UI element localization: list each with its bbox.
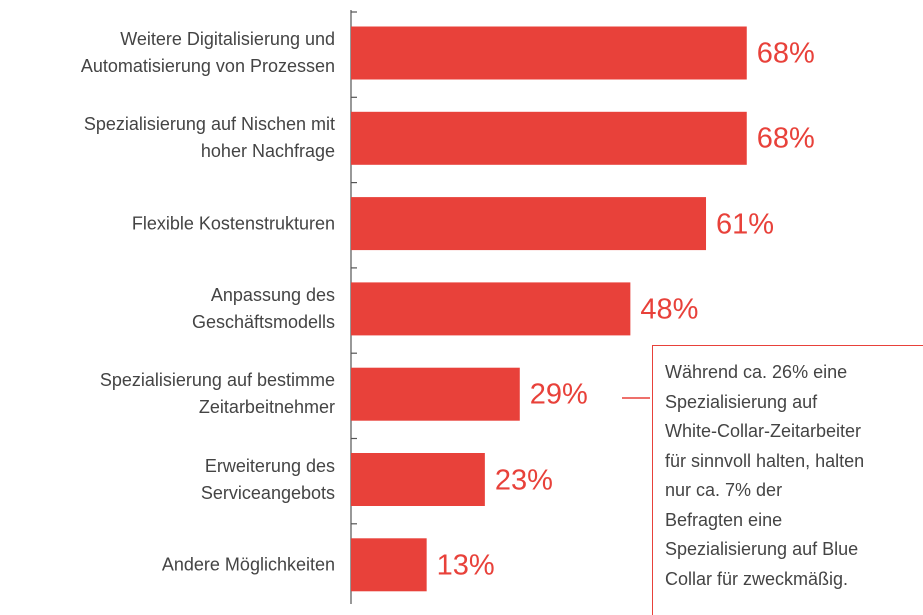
value-label: 68% bbox=[756, 37, 815, 70]
value-label: 23% bbox=[494, 464, 553, 496]
value-label: 29% bbox=[529, 378, 588, 411]
bar bbox=[351, 197, 707, 251]
bar bbox=[351, 111, 747, 165]
value-label: 68% bbox=[756, 122, 815, 155]
value-label: 61% bbox=[716, 208, 775, 241]
category-label: Flexible Kostenstrukturen bbox=[131, 213, 335, 234]
value-label: 48% bbox=[640, 293, 699, 326]
annotation: Während ca. 26% eine Spezialisierung auf… bbox=[652, 345, 923, 615]
category-label: Spezialisierung auf Nischen mit hoher Na… bbox=[83, 114, 335, 162]
category-label: Erweiterung des Serviceangebots bbox=[200, 455, 335, 503]
category-label: Spezialisierung auf bestimme Zeitarbeitn… bbox=[99, 370, 335, 418]
bar bbox=[351, 26, 747, 80]
bar bbox=[351, 538, 427, 592]
bar bbox=[351, 453, 485, 506]
bar bbox=[351, 282, 631, 336]
value-label: 13% bbox=[436, 549, 495, 582]
bar bbox=[351, 367, 520, 421]
category-label: Weitere Digitalisierung und Automatisier… bbox=[80, 29, 335, 76]
category-label: Anpassung des Geschäftsmodells bbox=[191, 284, 335, 332]
category-label: Andere Möglichkeiten bbox=[161, 554, 335, 575]
